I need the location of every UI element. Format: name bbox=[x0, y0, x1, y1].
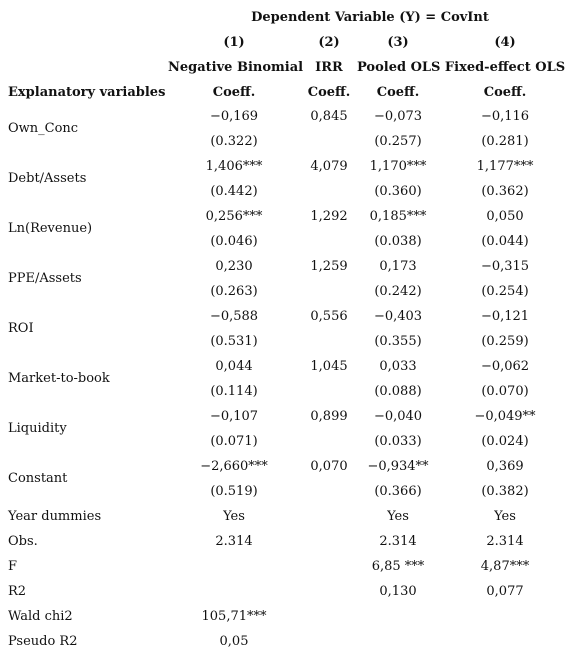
se-cell: (0.263) bbox=[210, 284, 258, 299]
se-cell: (0.322) bbox=[210, 134, 258, 149]
coef-cell: 1,045 bbox=[310, 359, 348, 374]
coef-cell: −2,660*** bbox=[200, 459, 268, 474]
model-name-2: IRR bbox=[315, 60, 343, 75]
coef-cell: 0,185*** bbox=[369, 209, 427, 224]
coeff-label-2: Coeff. bbox=[307, 85, 351, 100]
column-number-2: (2) bbox=[318, 35, 340, 50]
stat-cell: 2.314 bbox=[379, 534, 417, 549]
coef-cell: −0,169 bbox=[209, 109, 259, 124]
se-cell: (0.281) bbox=[481, 134, 529, 149]
stat-cell: 0,05 bbox=[219, 634, 249, 649]
se-cell: (0.088) bbox=[374, 384, 422, 399]
se-cell: (0.024) bbox=[481, 434, 529, 449]
stat-label: Wald chi2 bbox=[8, 609, 73, 624]
coef-cell: 1,177*** bbox=[476, 159, 534, 174]
column-number-1: (1) bbox=[223, 35, 245, 50]
coef-cell: 1,170*** bbox=[369, 159, 427, 174]
stat-cell: 4,87*** bbox=[480, 559, 530, 574]
coef-cell: 4,079 bbox=[310, 159, 348, 174]
se-cell: (0.254) bbox=[481, 284, 529, 299]
coef-cell: −0,049** bbox=[474, 409, 536, 424]
coef-cell: 0,050 bbox=[486, 209, 524, 224]
stat-label: R2 bbox=[8, 584, 27, 599]
row-label: Debt/Assets bbox=[8, 171, 87, 186]
coef-cell: −0,403 bbox=[373, 309, 423, 324]
stat-cell: 105,71*** bbox=[201, 609, 267, 624]
model-name-3: Pooled OLS bbox=[357, 60, 441, 75]
coef-cell: 0,256*** bbox=[205, 209, 263, 224]
coeff-label-4: Coeff. bbox=[483, 85, 527, 100]
stat-label: Year dummies bbox=[8, 509, 102, 524]
se-cell: (0.044) bbox=[481, 234, 529, 249]
coef-cell: 0,033 bbox=[379, 359, 417, 374]
coef-cell: 0,845 bbox=[310, 109, 348, 124]
coef-cell: 1,292 bbox=[310, 209, 348, 224]
stat-label: Pseudo R2 bbox=[8, 634, 78, 649]
se-cell: (0.382) bbox=[481, 484, 529, 499]
coef-cell: 0,230 bbox=[215, 259, 253, 274]
coef-cell: −0,315 bbox=[480, 259, 530, 274]
dependent-variable-title: Dependent Variable (Y) = CovInt bbox=[251, 10, 489, 25]
coef-cell: −0,934** bbox=[367, 459, 429, 474]
row-header: Explanatory variables bbox=[8, 85, 166, 100]
se-cell: (0.071) bbox=[210, 434, 258, 449]
column-number-3: (3) bbox=[387, 35, 409, 50]
coef-cell: −0,121 bbox=[480, 309, 530, 324]
row-label: PPE/Assets bbox=[8, 271, 82, 286]
se-cell: (0.033) bbox=[374, 434, 422, 449]
column-number-4: (4) bbox=[494, 35, 516, 50]
row-label: Ln(Revenue) bbox=[8, 221, 93, 236]
row-label: ROI bbox=[8, 321, 34, 336]
coef-cell: 0,044 bbox=[215, 359, 253, 374]
model-name-1: Negative Binomial bbox=[168, 60, 304, 75]
row-label: Liquidity bbox=[8, 421, 67, 436]
se-cell: (0.442) bbox=[210, 184, 258, 199]
se-cell: (0.046) bbox=[210, 234, 258, 249]
coef-cell: 0,556 bbox=[310, 309, 348, 324]
se-cell: (0.366) bbox=[374, 484, 422, 499]
coef-cell: 0,173 bbox=[379, 259, 417, 274]
se-cell: (0.360) bbox=[374, 184, 422, 199]
coef-cell: −0,116 bbox=[480, 109, 530, 124]
se-cell: (0.362) bbox=[481, 184, 529, 199]
stat-cell: Yes bbox=[223, 509, 245, 524]
row-label: Constant bbox=[8, 471, 68, 486]
se-cell: (0.242) bbox=[374, 284, 422, 299]
se-cell: (0.259) bbox=[481, 334, 529, 349]
coef-cell: 1,259 bbox=[310, 259, 348, 274]
se-cell: (0.114) bbox=[210, 384, 258, 399]
row-label: Market-to-book bbox=[8, 371, 110, 386]
stat-cell: Yes bbox=[494, 509, 516, 524]
stat-label: Obs. bbox=[8, 534, 38, 549]
coef-cell: −0,062 bbox=[480, 359, 530, 374]
coef-cell: −0,588 bbox=[209, 309, 259, 324]
coef-cell: 1,406*** bbox=[205, 159, 263, 174]
coef-cell: 0,899 bbox=[310, 409, 348, 424]
stat-label: F bbox=[8, 559, 18, 574]
se-cell: (0.355) bbox=[374, 334, 422, 349]
stat-cell: 0,077 bbox=[486, 584, 524, 599]
coef-cell: −0,107 bbox=[209, 409, 259, 424]
se-cell: (0.531) bbox=[210, 334, 258, 349]
stat-cell: 6,85 *** bbox=[371, 559, 425, 574]
stat-cell: Yes bbox=[387, 509, 409, 524]
coeff-label-1: Coeff. bbox=[212, 85, 256, 100]
se-cell: (0.257) bbox=[374, 134, 422, 149]
model-name-4: Fixed-effect OLS bbox=[444, 60, 566, 75]
coeff-label-3: Coeff. bbox=[376, 85, 420, 100]
stat-cell: 2.314 bbox=[486, 534, 524, 549]
coef-cell: 0,369 bbox=[486, 459, 524, 474]
se-cell: (0.519) bbox=[210, 484, 258, 499]
coef-cell: 0,070 bbox=[310, 459, 348, 474]
coef-cell: −0,073 bbox=[373, 109, 423, 124]
stat-cell: 0,130 bbox=[379, 584, 417, 599]
se-cell: (0.038) bbox=[374, 234, 422, 249]
coef-cell: −0,040 bbox=[373, 409, 423, 424]
stat-cell: 2.314 bbox=[215, 534, 253, 549]
row-label: Own_Conc bbox=[8, 121, 79, 136]
se-cell: (0.070) bbox=[481, 384, 529, 399]
